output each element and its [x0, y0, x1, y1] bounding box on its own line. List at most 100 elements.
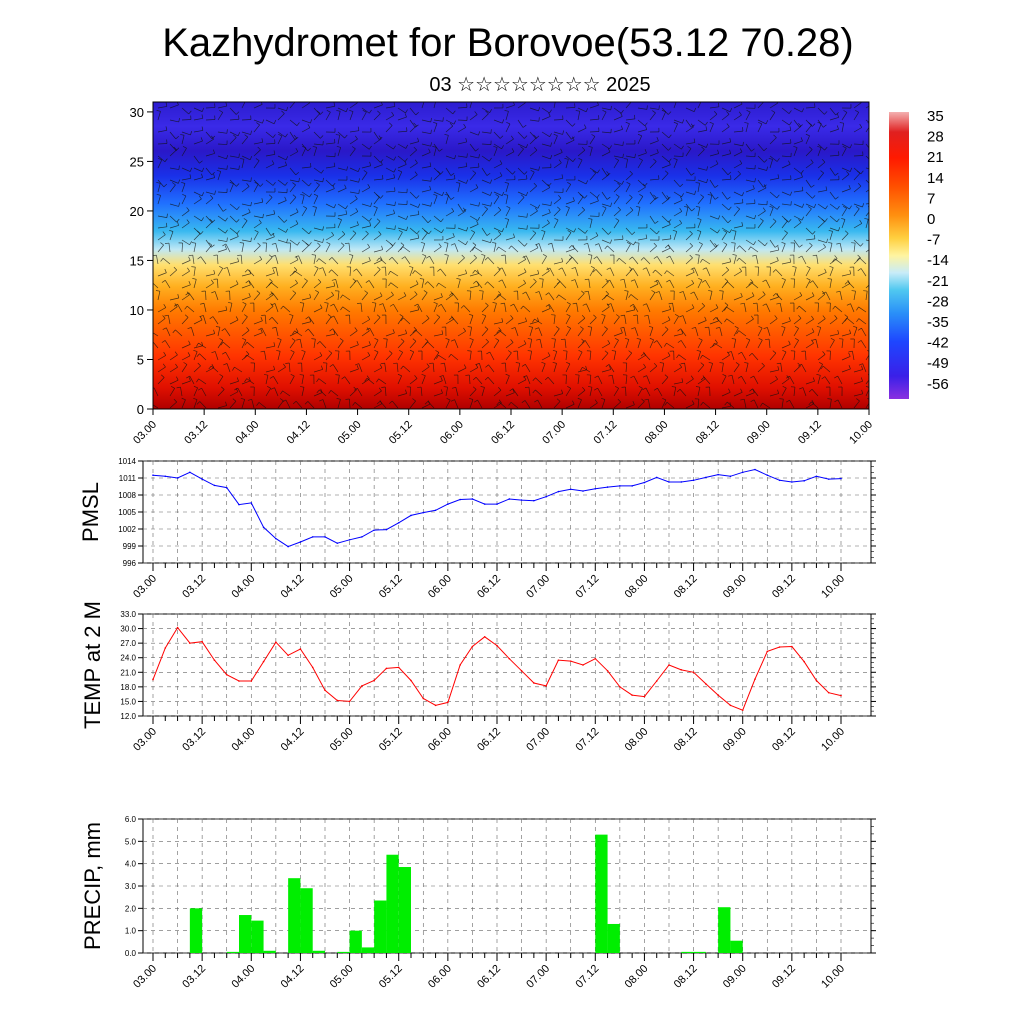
wind-barb: [589, 351, 592, 361]
wind-barb-flag: [677, 328, 681, 332]
wind-barb-flag: [615, 218, 620, 221]
wind-barb-flag: [835, 196, 839, 200]
wind-barb-flag: [173, 266, 177, 271]
wind-barb-flag: [704, 326, 709, 329]
wind-barb-flag: [389, 242, 394, 247]
wind-barb-flag: [824, 111, 828, 115]
wind-barb-flag: [393, 156, 397, 161]
wind-barb: [397, 203, 408, 205]
wind-barb: [726, 318, 735, 325]
wind-barb: [258, 402, 267, 409]
wind-barb-flag: [859, 123, 863, 128]
wind-barb: [397, 244, 405, 253]
wind-barb-flag: [189, 241, 192, 245]
wind-barb: [673, 123, 678, 133]
wind-barb: [685, 203, 692, 212]
wind-barb: [769, 260, 779, 265]
wind-barb-flag: [268, 254, 273, 258]
wind-barb-flag: [644, 398, 649, 401]
wind-barb: [853, 203, 863, 208]
wind-barb-flag: [188, 254, 193, 257]
wind-barb-flag: [581, 146, 586, 151]
wind-barb: [337, 219, 342, 229]
wind-barb-flag: [182, 146, 187, 149]
wind-barb-flag: [166, 213, 168, 218]
wind-barb: [313, 184, 320, 193]
wind-barb-flag: [184, 314, 189, 318]
wind-barb-flag: [727, 171, 732, 176]
wind-barb: [241, 339, 247, 349]
wind-barb-flag: [430, 142, 432, 147]
wind-barb: [421, 189, 431, 193]
wind-barb: [781, 344, 791, 349]
wind-barb-flag: [792, 266, 797, 268]
wind-barb: [847, 281, 855, 289]
wind-barb-flag: [788, 340, 791, 345]
wind-barb-flag: [329, 328, 333, 332]
wind-barb: [553, 209, 561, 217]
wind-barb: [205, 333, 215, 337]
wind-barb: [331, 269, 339, 277]
y-tick-label: 5.0: [125, 837, 137, 846]
wind-barb-flag: [848, 352, 851, 357]
wind-barb-flag: [584, 290, 589, 293]
wind-barb: [241, 212, 251, 217]
wind-barb: [313, 179, 323, 183]
wind-barb: [680, 328, 687, 337]
wind-barb-flag: [724, 401, 728, 406]
wind-barb: [271, 317, 279, 325]
colorbar-label: -42: [927, 335, 949, 352]
wind-barb-flag: [246, 183, 250, 187]
wind-barb: [354, 402, 363, 409]
data-point: [262, 526, 265, 529]
wind-barb: [157, 106, 167, 109]
wind-barb: [481, 191, 491, 196]
wind-barb: [251, 399, 255, 409]
x-tick-label: 03.12: [182, 419, 210, 447]
wind-barb-flag: [467, 326, 472, 328]
wind-barb: [337, 135, 341, 145]
wind-barb-flag: [394, 225, 396, 230]
wind-barb-flag: [400, 338, 405, 342]
wind-barb-flag: [352, 230, 357, 234]
wind-barb-flag: [273, 365, 276, 370]
wind-barb-flag: [617, 182, 621, 186]
wind-barb-flag: [875, 166, 876, 170]
x-tick-label: 10.00: [819, 726, 847, 754]
wind-barb-flag: [415, 124, 419, 128]
wind-barb-flag: [429, 162, 432, 167]
wind-barb: [169, 297, 179, 301]
wind-barb-flag: [222, 351, 226, 355]
wind-barb-flag: [357, 126, 360, 131]
wind-barb-flag: [671, 386, 676, 388]
wind-barb-flag: [550, 142, 552, 147]
wind-barb-flag: [752, 185, 755, 189]
wind-barb: [582, 366, 591, 373]
wind-barb: [301, 280, 308, 289]
wind-barb-flag: [213, 149, 215, 154]
wind-barb: [625, 123, 630, 133]
wind-barb-flag: [379, 303, 384, 306]
wind-barb: [829, 167, 836, 176]
wind-barb-flag: [380, 159, 384, 163]
wind-barb: [565, 200, 575, 205]
wind-barb: [829, 279, 832, 289]
wind-barb-flag: [354, 327, 358, 331]
wind-barb: [721, 269, 729, 277]
wind-barb: [553, 351, 558, 361]
wind-barb: [157, 366, 166, 373]
wind-barb: [385, 353, 393, 361]
wind-barb-flag: [592, 269, 597, 273]
wind-barb-flag: [606, 172, 611, 176]
wind-barb-flag: [368, 341, 371, 346]
wind-barb: [229, 107, 237, 115]
wind-barb-flag: [855, 110, 859, 113]
wind-barb-flag: [695, 386, 700, 388]
wind-barb-flag: [328, 350, 333, 354]
wind-barb-flag: [341, 230, 346, 235]
x-tick-label: 05.12: [377, 963, 405, 991]
wind-barb: [337, 111, 341, 121]
wind-barb: [733, 364, 740, 373]
wind-barb: [865, 354, 869, 361]
wind-barb-flag: [813, 234, 816, 239]
